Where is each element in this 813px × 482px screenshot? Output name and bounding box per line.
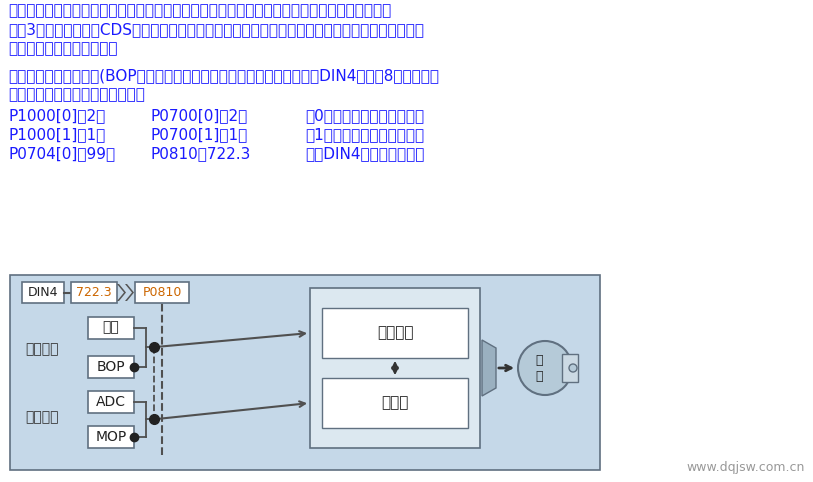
Text: P0700[1]＝1，: P0700[1]＝1，	[150, 127, 247, 142]
FancyBboxPatch shape	[322, 308, 468, 358]
FancyBboxPatch shape	[10, 275, 600, 470]
Circle shape	[569, 364, 577, 372]
Text: 第1组参数为远程操作方式；: 第1组参数为远程操作方式；	[305, 127, 424, 142]
FancyBboxPatch shape	[88, 391, 134, 413]
Text: 具备3套控制参数组（CDS），在每组参数里边设置不同的给定源和命令源，选择不同参数组，从而: 具备3套控制参数组（CDS），在每组参数里边设置不同的给定源和命令源，选择不同参…	[8, 22, 424, 37]
Polygon shape	[482, 340, 496, 396]
Text: 第0组参数为本地操作方式；: 第0组参数为本地操作方式；	[305, 108, 424, 123]
FancyBboxPatch shape	[562, 354, 578, 382]
Circle shape	[518, 341, 572, 395]
Text: MOP: MOP	[95, 430, 127, 444]
Text: 本地远程控制主要用于现场（机旁笱）手动调试，远程（中控室）运行的转换。变频器软件本身: 本地远程控制主要用于现场（机旁笱）手动调试，远程（中控室）运行的转换。变频器软件…	[8, 3, 391, 18]
FancyBboxPatch shape	[88, 356, 134, 378]
Text: 实现本地远程控制的切换。: 实现本地远程控制的切换。	[8, 41, 118, 56]
Text: 控制输入: 控制输入	[25, 342, 59, 356]
Text: P1000[0]＝2，: P1000[0]＝2，	[8, 108, 105, 123]
Text: 命令。需要设置一下的一些参数：: 命令。需要设置一下的一些参数：	[8, 87, 145, 102]
Text: 722.3: 722.3	[76, 286, 112, 299]
Text: 速度设定: 速度设定	[25, 410, 59, 424]
FancyBboxPatch shape	[135, 282, 189, 303]
Text: 通过DIN4作为切换命令。: 通过DIN4作为切换命令。	[305, 146, 424, 161]
FancyBboxPatch shape	[322, 378, 468, 428]
Polygon shape	[125, 284, 134, 301]
FancyBboxPatch shape	[71, 282, 117, 303]
Text: P0810: P0810	[142, 286, 181, 299]
FancyBboxPatch shape	[88, 317, 134, 339]
FancyBboxPatch shape	[22, 282, 64, 303]
Text: BOP: BOP	[97, 360, 125, 374]
Text: ADC: ADC	[96, 395, 126, 409]
Text: 控制命令: 控制命令	[376, 325, 413, 340]
Polygon shape	[117, 284, 126, 301]
Text: www.dqjsw.com.cn: www.dqjsw.com.cn	[687, 461, 805, 474]
FancyBboxPatch shape	[88, 426, 134, 448]
Text: 设定值: 设定值	[381, 396, 409, 411]
Text: P0810＝722.3: P0810＝722.3	[150, 146, 250, 161]
Text: P0700[0]＝2，: P0700[0]＝2，	[150, 108, 247, 123]
Text: P0704[0]＝99，: P0704[0]＝99，	[8, 146, 115, 161]
Text: 端子: 端子	[102, 321, 120, 335]
FancyBboxPatch shape	[310, 288, 480, 448]
Text: 电
机: 电 机	[535, 353, 543, 383]
Text: P1000[1]＝1，: P1000[1]＝1，	[8, 127, 105, 142]
Text: DIN4: DIN4	[28, 286, 59, 299]
Text: 例如：本地由操作面板(BOP）控制，远程操作由模拟量和开关量控制，以DIN4（端字8）作为切换: 例如：本地由操作面板(BOP）控制，远程操作由模拟量和开关量控制，以DIN4（端…	[8, 68, 439, 83]
